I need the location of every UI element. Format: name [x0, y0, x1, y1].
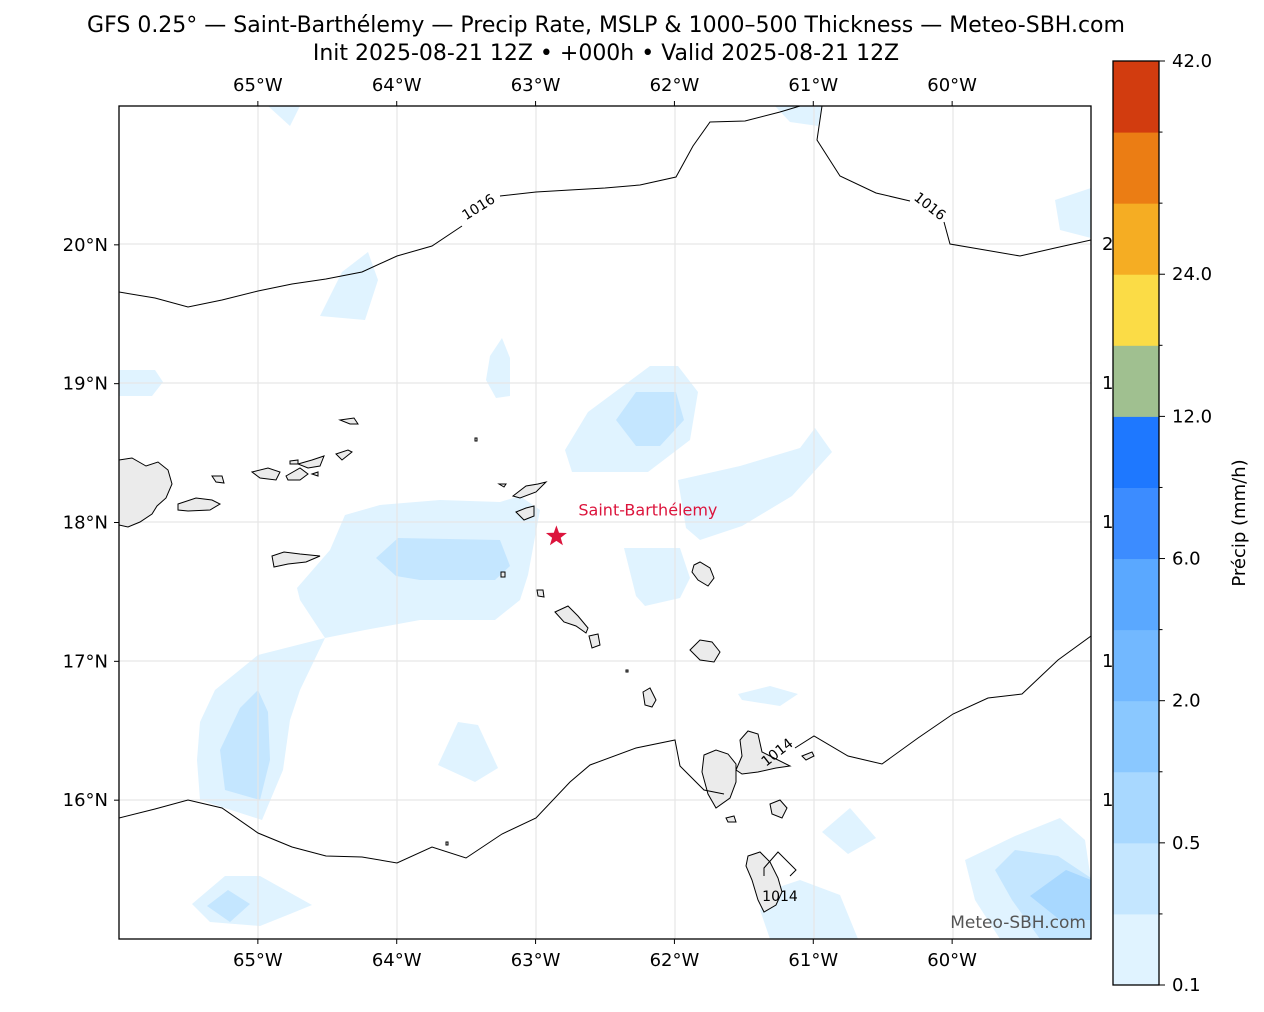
- colorbar-band: [1113, 629, 1159, 702]
- barbuda-land: [691, 561, 715, 587]
- chart-subtitle: Init 2025-08-21 12Z • +000h • Valid 2025…: [312, 41, 900, 66]
- saint-martin-land: [515, 505, 535, 521]
- st-croix-land: [271, 551, 321, 568]
- lon-tick-label-bottom: 63°W: [511, 950, 561, 971]
- chart-title: GFS 0.25° — Saint-Barthélemy — Precip Ra…: [87, 13, 1125, 38]
- precip-medium-shading: [207, 392, 1091, 939]
- nevis-land: [588, 633, 601, 649]
- marie-galante-land: [769, 799, 788, 819]
- saint-barthelemy-star-icon: [545, 525, 567, 546]
- svg-text:1: 1: [1102, 790, 1113, 811]
- isobars: [119, 106, 1091, 877]
- lat-tick-label: 16°N: [63, 790, 108, 811]
- lat-tick-label: 19°N: [63, 374, 108, 395]
- colorbar-band: [1113, 913, 1159, 986]
- colorbar-band: [1113, 416, 1159, 488]
- colorbar-band: [1113, 61, 1159, 133]
- lon-tick-label-bottom: 60°W: [927, 950, 977, 971]
- anguilla-land: [511, 481, 548, 499]
- precip-heavier-shading: [1030, 870, 1091, 920]
- colorbar-band: [1113, 345, 1159, 417]
- lat-tick-label: 18°N: [63, 513, 108, 534]
- colorbar-band: [1113, 203, 1159, 275]
- montserrat-land: [642, 687, 657, 708]
- colorbar-band: [1113, 274, 1159, 346]
- hidden-lat-labels: 2 1 1 1 1: [1102, 234, 1113, 811]
- location-marker-layer: Saint-Barthélemy: [545, 500, 717, 546]
- colorbar-frame: [1112, 60, 1160, 986]
- isobar-label: 1016: [460, 191, 499, 223]
- colorbar-tick-label: 24.0: [1172, 264, 1212, 285]
- location-label: Saint-Barthélemy: [578, 500, 717, 519]
- vieques-land: [177, 497, 222, 512]
- colorbar-band: [1113, 558, 1159, 631]
- lon-tick-label-top: 65°W: [233, 75, 283, 96]
- lon-tick-label-top: 60°W: [927, 75, 977, 96]
- lat-tick-label: 17°N: [63, 651, 108, 672]
- colorbar: 0.1 0.5 2.0 6.0 12.0 24.0 42.0 Précip (mm/h): [1112, 51, 1250, 996]
- lon-tick-label-bottom: 61°W: [788, 950, 838, 971]
- colorbar-tick-label: 42.0: [1172, 51, 1212, 72]
- map-area: 1016 1016 1014 1014 Saint-Barthélemy Met…: [119, 106, 1091, 939]
- lat-tick-label: 20°N: [63, 235, 108, 256]
- lon-tick-label-bottom: 62°W: [650, 950, 700, 971]
- colorbar-band: [1113, 487, 1159, 560]
- grande-terre-land: [735, 730, 792, 775]
- lon-tick-label-bottom: 65°W: [233, 950, 283, 971]
- lon-tick-label-top: 62°W: [650, 75, 700, 96]
- svg-text:2: 2: [1102, 234, 1113, 255]
- colorbar-label: Précip (mm/h): [1229, 459, 1250, 586]
- puerto-rico-land: [119, 457, 173, 528]
- isobar-label: 1014: [762, 889, 798, 905]
- dominica-land: [745, 851, 783, 913]
- st-kitts-land: [554, 605, 589, 634]
- colorbar-tick-label: 6.0: [1172, 549, 1201, 570]
- basse-terre-land: [701, 749, 737, 809]
- lon-tick-label-top: 61°W: [788, 75, 838, 96]
- colorbar-tick-label: 2.0: [1172, 691, 1201, 712]
- map-gridlines: [119, 106, 1091, 939]
- svg-text:1: 1: [1102, 512, 1113, 533]
- colorbar-band: [1113, 771, 1159, 844]
- lon-tick-label-top: 63°W: [511, 75, 561, 96]
- land-masses: [119, 417, 815, 913]
- isobar-label: 1016: [910, 190, 948, 225]
- colorbar-tick-label: 12.0: [1172, 406, 1212, 427]
- colorbar-tick-label: 0.5: [1172, 833, 1201, 854]
- colorbar-band: [1113, 700, 1159, 773]
- watermark: Meteo-SBH.com: [950, 913, 1086, 933]
- map-axes: 65°W 65°W 64°W 64°W 63°W 63°W 62°W 62°W 61°W 61°W…: [63, 75, 978, 971]
- lon-tick-label-top: 64°W: [372, 75, 422, 96]
- colorbar-tick-label: 0.1: [1172, 975, 1201, 996]
- colorbar-band: [1113, 132, 1159, 204]
- svg-text:1: 1: [1102, 373, 1113, 394]
- antigua-land: [689, 639, 721, 663]
- lon-tick-label-bottom: 64°W: [372, 950, 422, 971]
- colorbar-band: [1113, 842, 1159, 915]
- svg-text:1: 1: [1102, 651, 1113, 672]
